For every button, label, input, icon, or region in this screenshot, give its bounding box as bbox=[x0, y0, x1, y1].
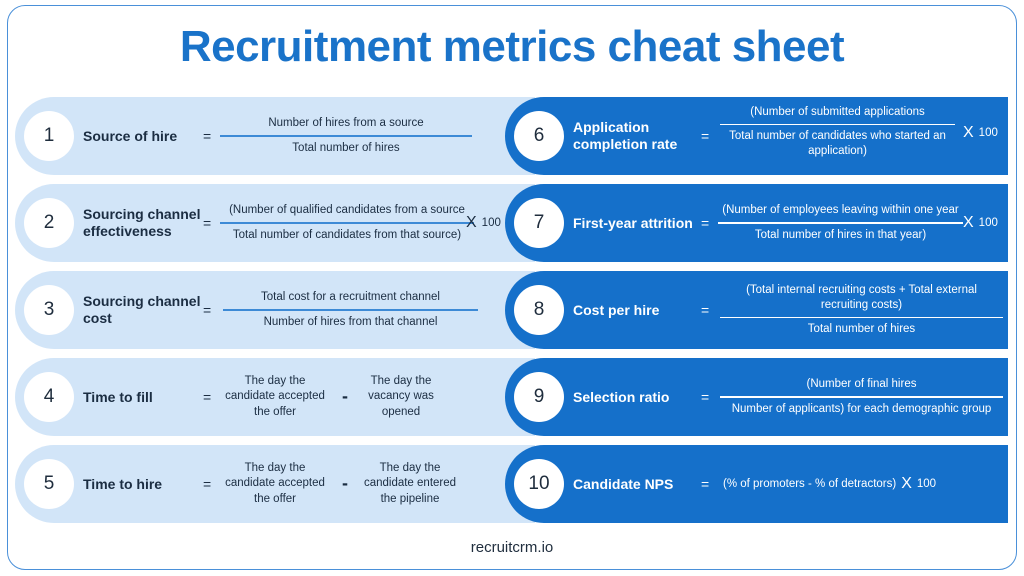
fraction-bar bbox=[718, 222, 963, 224]
page-title: Recruitment metrics cheat sheet bbox=[179, 22, 845, 71]
metric-name: First-year attrition bbox=[573, 214, 693, 231]
formula-denominator: Total number of candidates who started a… bbox=[729, 130, 946, 158]
equals-sign: = bbox=[203, 389, 212, 405]
minus-sign: - bbox=[342, 386, 348, 407]
metric-number-badge: 9 bbox=[514, 372, 564, 422]
formula-numerator: Number of hires from a source bbox=[268, 117, 424, 130]
equals-sign: = bbox=[203, 302, 212, 318]
formula-term-2: The day the candidate entered the pipeli… bbox=[363, 461, 457, 505]
fraction-bar bbox=[220, 135, 472, 137]
fraction-bar bbox=[220, 222, 474, 224]
formula-denominator: Total number of hires bbox=[807, 323, 916, 336]
metric-number-badge: 10 bbox=[514, 459, 564, 509]
metric-formula: (Number of submitted applications Total … bbox=[720, 93, 955, 171]
formula-numerator: (Number of employees leaving within one … bbox=[722, 204, 959, 217]
metric-card-6: 6 Application completion rate = (Number … bbox=[505, 97, 1008, 175]
times-sign: X bbox=[963, 124, 974, 141]
fraction-bar bbox=[720, 123, 955, 126]
multiplier-value: 100 bbox=[978, 217, 998, 229]
metric-row-3: 3 Sourcing channel cost = Total cost for… bbox=[0, 271, 1024, 349]
metric-card-1: 1 Source of hire = Number of hires from … bbox=[15, 97, 535, 175]
formula-denominator: Number of hires from that channel bbox=[263, 315, 438, 328]
metric-card-2: 2 Sourcing channel effectiveness = (Numb… bbox=[15, 184, 535, 262]
metric-card-7: 7 First-year attrition = (Number of empl… bbox=[505, 184, 1008, 262]
metric-row-1: 1 Source of hire = Number of hires from … bbox=[0, 97, 1024, 175]
metric-formula: (Number of final hires Number of applica… bbox=[720, 358, 1003, 436]
metric-formula: The day the candidate accepted the offer… bbox=[221, 445, 459, 523]
metric-name: Cost per hire bbox=[573, 301, 660, 318]
formula-term-1: The day the candidate accepted the offer bbox=[225, 461, 325, 505]
metric-name: Application completion rate bbox=[573, 119, 678, 152]
equals-sign: = bbox=[701, 215, 710, 231]
metric-card-5: 5 Time to hire = The day the candidate a… bbox=[15, 445, 535, 523]
times-sign: X bbox=[466, 214, 477, 231]
formula-denominator: Total number of hires bbox=[292, 141, 400, 154]
metric-name: Sourcing channel cost bbox=[83, 293, 201, 326]
formula-numerator: (Number of qualified candidates from a s… bbox=[229, 204, 465, 217]
formula-denominator: Total number of candidates from that sou… bbox=[232, 228, 462, 241]
metric-number-badge: 6 bbox=[514, 111, 564, 161]
metric-formula: (Number of qualified candidates from a s… bbox=[220, 184, 474, 262]
fraction-bar bbox=[720, 396, 1003, 398]
metric-name: Candidate NPS bbox=[573, 475, 674, 492]
metric-name: Time to hire bbox=[83, 475, 163, 492]
multiplier: X 100 bbox=[466, 184, 501, 262]
metric-row-2: 2 Sourcing channel effectiveness = (Numb… bbox=[0, 184, 1024, 262]
metric-formula: The day the candidate accepted the offer… bbox=[221, 358, 441, 436]
equals-sign: = bbox=[701, 476, 710, 492]
multiplier-value: 100 bbox=[481, 217, 501, 229]
formula-expression: (% of promoters - % of detractors) bbox=[723, 478, 897, 490]
metric-formula: (% of promoters - % of detractors) X 100 bbox=[723, 445, 936, 523]
metric-card-4: 4 Time to fill = The day the candidate a… bbox=[15, 358, 535, 436]
equals-sign: = bbox=[203, 128, 212, 144]
formula-term-2: The day the vacancy was opened bbox=[368, 374, 434, 418]
metric-number-badge: 5 bbox=[24, 459, 74, 509]
metric-row-5: 5 Time to hire = The day the candidate a… bbox=[0, 445, 1024, 523]
metric-card-8: 8 Cost per hire = (Total internal recrui… bbox=[505, 271, 1008, 349]
multiplier-value: 100 bbox=[978, 127, 998, 139]
times-sign: X bbox=[963, 214, 974, 231]
metric-number-badge: 3 bbox=[24, 285, 74, 335]
metric-name: Selection ratio bbox=[573, 388, 670, 405]
metric-card-9: 9 Selection ratio = (Number of final hir… bbox=[505, 358, 1008, 436]
multiplier: X 100 bbox=[963, 184, 998, 262]
metric-formula: (Number of employees leaving within one … bbox=[718, 184, 963, 262]
metric-card-10: 10 Candidate NPS = (% of promoters - % o… bbox=[505, 445, 1008, 523]
formula-denominator: Total number of hires in that year) bbox=[754, 228, 927, 241]
multiplier-value: 100 bbox=[916, 478, 937, 490]
metric-number-badge: 1 bbox=[24, 111, 74, 161]
multiplier: X 100 bbox=[963, 94, 998, 172]
formula-numerator: (Total internal recruiting costs + Total… bbox=[746, 283, 977, 311]
metric-name: Source of hire bbox=[83, 127, 178, 144]
metric-name: Sourcing channel effectiveness bbox=[83, 206, 201, 239]
equals-sign: = bbox=[701, 389, 710, 405]
metric-number-badge: 8 bbox=[514, 285, 564, 335]
footer-brand-url: recruitcrm.io bbox=[470, 539, 554, 556]
fraction-bar bbox=[223, 309, 478, 311]
equals-sign: = bbox=[203, 215, 212, 231]
times-sign: X bbox=[901, 475, 912, 492]
metric-formula: Total cost for a recruitment channel Num… bbox=[223, 271, 478, 349]
metric-name: Time to fill bbox=[83, 388, 153, 405]
metric-number-badge: 2 bbox=[24, 198, 74, 248]
metric-number-badge: 7 bbox=[514, 198, 564, 248]
minus-sign: - bbox=[342, 473, 348, 494]
metric-formula: (Total internal recruiting costs + Total… bbox=[720, 271, 1003, 349]
formula-term-1: The day the candidate accepted the offer bbox=[225, 374, 325, 418]
equals-sign: = bbox=[701, 128, 710, 144]
formula-numerator: Total cost for a recruitment channel bbox=[261, 291, 440, 304]
metric-card-3: 3 Sourcing channel cost = Total cost for… bbox=[15, 271, 535, 349]
formula-numerator: (Number of submitted applications bbox=[750, 105, 925, 118]
metric-formula: Number of hires from a source Total numb… bbox=[220, 97, 472, 175]
formula-numerator: (Number of final hires bbox=[806, 378, 917, 391]
metric-row-4: 4 Time to fill = The day the candidate a… bbox=[0, 358, 1024, 436]
equals-sign: = bbox=[701, 302, 710, 318]
metric-number-badge: 4 bbox=[24, 372, 74, 422]
equals-sign: = bbox=[203, 476, 212, 492]
fraction-bar bbox=[720, 316, 1003, 319]
formula-denominator: Number of applicants) for each demograph… bbox=[731, 402, 992, 415]
